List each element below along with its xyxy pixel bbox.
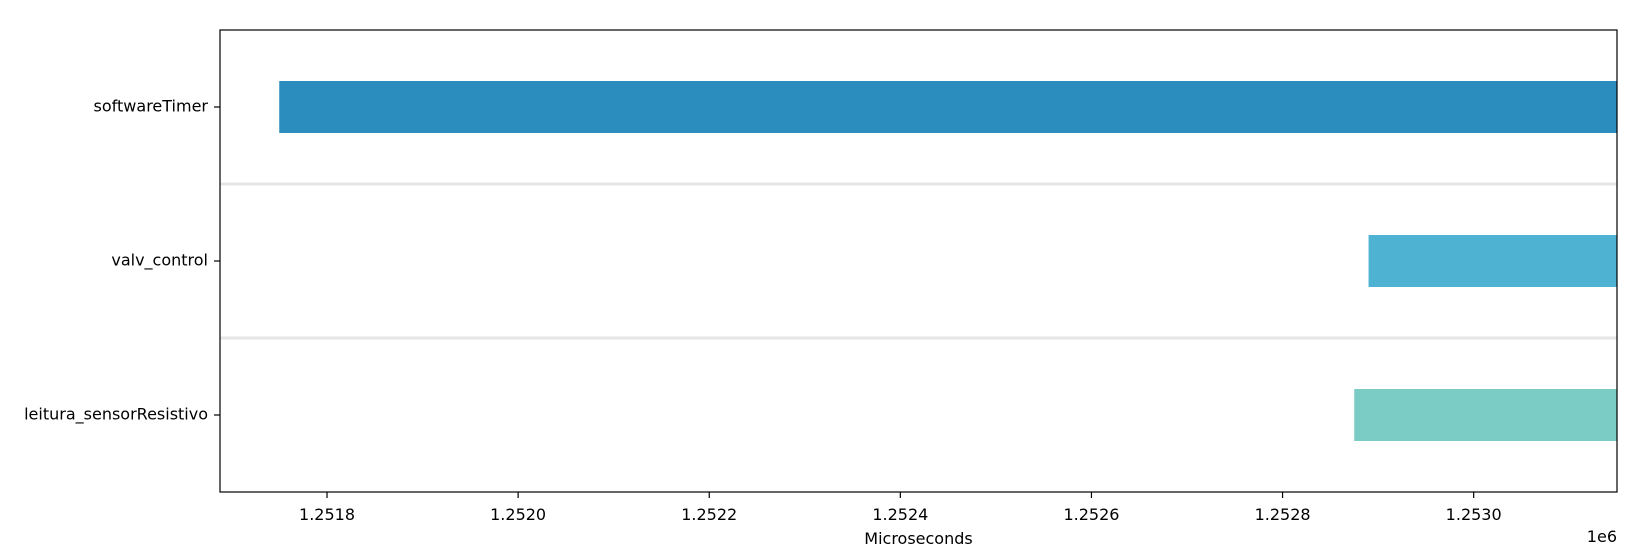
x-tick-label: 1.2518 <box>299 505 355 524</box>
x-tick-label: 1.2528 <box>1255 505 1311 524</box>
x-tick-label: 1.2522 <box>681 505 737 524</box>
x-axis-offset: 1e6 <box>1587 527 1617 546</box>
x-tick-label: 1.2520 <box>490 505 546 524</box>
bar-softwareTimer <box>279 81 1617 133</box>
x-tick-label: 1.2526 <box>1063 505 1119 524</box>
x-axis-title: Microseconds <box>864 529 972 548</box>
y-tick-label: valv_control <box>111 251 208 271</box>
y-tick-label: softwareTimer <box>94 97 209 116</box>
bar-valv_control <box>1368 235 1617 287</box>
y-axis: softwareTimer valv_control leitura_sensorR… <box>24 97 220 425</box>
x-tick-label: 1.2530 <box>1446 505 1502 524</box>
bar-leitura_sensorResistivo <box>1354 389 1617 441</box>
x-axis: 1.2518 1.2520 1.2522 1.2524 1.2526 1.2528 1.25… <box>299 492 1502 524</box>
y-tick-label: leitura_sensorResistivo <box>24 405 208 425</box>
x-tick-label: 1.2524 <box>872 505 928 524</box>
bars <box>279 81 1617 441</box>
row-separators <box>220 182 1617 340</box>
